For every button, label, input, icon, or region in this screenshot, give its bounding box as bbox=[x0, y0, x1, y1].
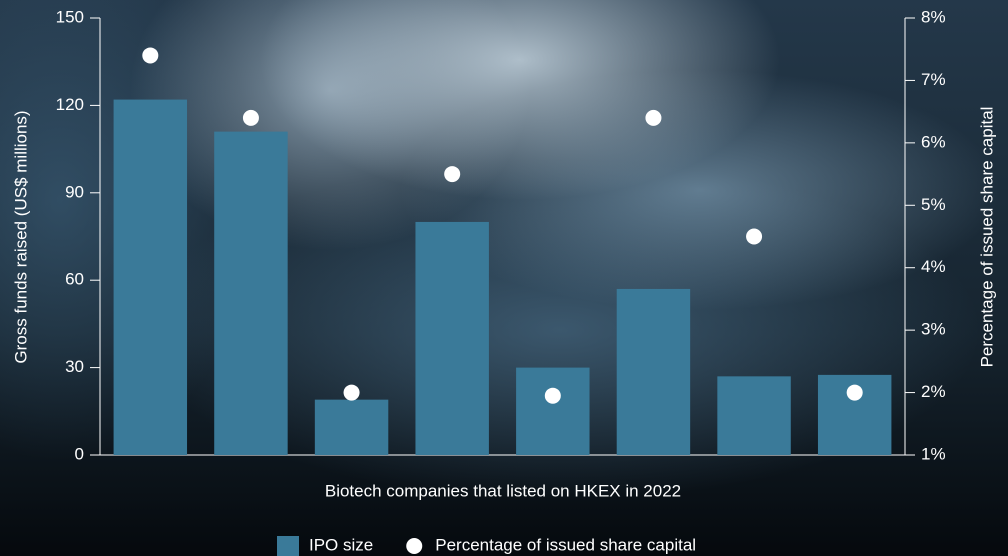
bar bbox=[616, 288, 691, 455]
bar bbox=[717, 376, 791, 455]
point bbox=[544, 387, 561, 404]
y2-tick-label: 7% bbox=[921, 70, 946, 89]
point bbox=[444, 166, 461, 183]
y-tick-label: 90 bbox=[65, 182, 84, 201]
y-tick-label: 30 bbox=[65, 357, 84, 376]
bar bbox=[415, 221, 489, 455]
point bbox=[846, 384, 863, 401]
bar bbox=[214, 131, 288, 455]
legend-label: IPO size bbox=[309, 535, 373, 554]
point bbox=[746, 228, 763, 245]
legend-label: Percentage of issued share capital bbox=[435, 535, 696, 554]
y2-tick-label: 2% bbox=[921, 382, 946, 401]
point bbox=[645, 109, 662, 126]
point bbox=[343, 384, 360, 401]
y2-tick-label: 4% bbox=[921, 257, 946, 276]
y-tick-label: 60 bbox=[65, 270, 84, 289]
y-tick-label: 0 bbox=[75, 444, 84, 463]
bar bbox=[113, 99, 188, 455]
y2-tick-label: 3% bbox=[921, 320, 946, 339]
y2-tick-label: 1% bbox=[921, 444, 946, 463]
point bbox=[242, 109, 259, 126]
y-tick-label: 150 bbox=[56, 7, 84, 26]
y-tick-label: 120 bbox=[56, 95, 84, 114]
point bbox=[142, 47, 159, 64]
legend-swatch bbox=[406, 538, 423, 554]
legend-swatch bbox=[277, 536, 299, 556]
bar bbox=[314, 399, 389, 455]
bar bbox=[516, 367, 590, 455]
y2-tick-label: 5% bbox=[921, 195, 946, 214]
x-axis-title: Biotech companies that listed on HKEX in… bbox=[325, 481, 681, 500]
y2-tick-label: 8% bbox=[921, 7, 946, 26]
y2-tick-label: 6% bbox=[921, 132, 946, 151]
y-axis-title: Gross funds raised (US$ millions) bbox=[11, 110, 30, 363]
y2-axis-title: Percentage of issued share capital bbox=[977, 107, 996, 368]
